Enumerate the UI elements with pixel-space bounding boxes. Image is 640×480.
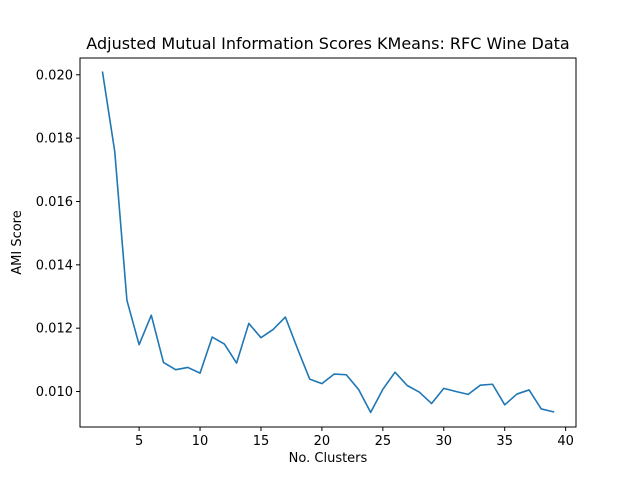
- y-axis: 0.010 0.012 0.014 0.016 0.018 0.020: [36, 68, 80, 400]
- y-tick-label: 0.020: [36, 68, 73, 83]
- y-tick-label: 0.010: [36, 385, 73, 400]
- x-tick-label: 20: [314, 434, 331, 449]
- x-tick-label: 40: [557, 434, 574, 449]
- plot-area: [101, 71, 555, 414]
- y-tick-label: 0.014: [36, 258, 73, 273]
- x-tick-label: 30: [436, 434, 453, 449]
- x-tick-label: 35: [496, 434, 513, 449]
- x-tick-label: 5: [135, 434, 143, 449]
- y-tick-label: 0.016: [36, 195, 73, 210]
- x-axis: 5 10 15 20 25 30 35 40: [135, 427, 574, 449]
- x-tick-label: 10: [192, 434, 209, 449]
- axes-frame: [79, 57, 577, 428]
- x-axis-title: No. Clusters: [289, 451, 368, 466]
- chart-title: Adjusted Mutual Information Scores KMean…: [86, 34, 569, 53]
- x-tick-label: 15: [253, 434, 270, 449]
- series-line: [101, 71, 555, 414]
- y-axis-title: AMI Score: [10, 210, 25, 275]
- y-tick-label: 0.012: [36, 322, 73, 337]
- x-tick-label: 25: [375, 434, 392, 449]
- y-tick-label: 0.018: [36, 132, 73, 147]
